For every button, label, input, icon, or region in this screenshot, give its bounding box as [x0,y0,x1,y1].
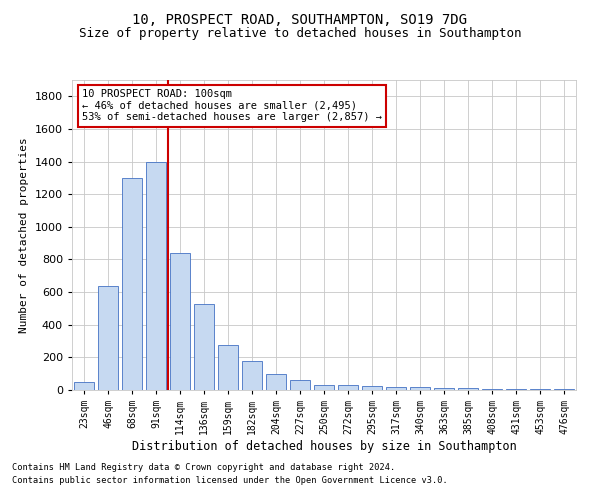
Bar [314,385,334,390]
Bar [434,388,454,390]
Bar [170,253,190,390]
Bar [458,388,478,390]
Text: 10 PROSPECT ROAD: 100sqm
← 46% of detached houses are smaller (2,495)
53% of sem: 10 PROSPECT ROAD: 100sqm ← 46% of detach… [82,90,382,122]
Bar [146,162,166,390]
Text: 10, PROSPECT ROAD, SOUTHAMPTON, SO19 7DG: 10, PROSPECT ROAD, SOUTHAMPTON, SO19 7DG [133,12,467,26]
Bar [98,286,118,390]
Bar [242,362,262,390]
X-axis label: Distribution of detached houses by size in Southampton: Distribution of detached houses by size … [131,440,517,453]
Text: Size of property relative to detached houses in Southampton: Size of property relative to detached ho… [79,28,521,40]
Bar [530,389,550,390]
Bar [74,382,94,390]
Bar [122,178,142,390]
Bar [218,345,238,390]
Text: Contains public sector information licensed under the Open Government Licence v3: Contains public sector information licen… [12,476,448,485]
Bar [194,304,214,390]
Text: Contains HM Land Registry data © Crown copyright and database right 2024.: Contains HM Land Registry data © Crown c… [12,464,395,472]
Bar [506,389,526,390]
Bar [482,389,502,390]
Bar [386,386,406,390]
Y-axis label: Number of detached properties: Number of detached properties [19,137,29,333]
Bar [554,389,574,390]
Bar [362,386,382,390]
Bar [338,385,358,390]
Bar [266,374,286,390]
Bar [290,380,310,390]
Bar [410,386,430,390]
